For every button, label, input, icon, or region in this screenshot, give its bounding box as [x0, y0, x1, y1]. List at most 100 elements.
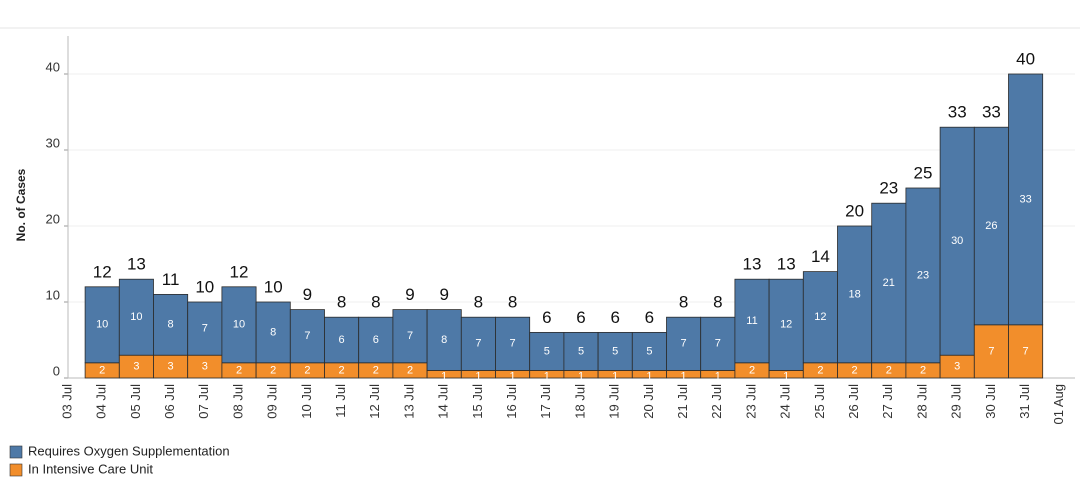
- bar-segment: [289, 309, 325, 364]
- segment-label: 2: [339, 364, 345, 376]
- segment-label: 7: [407, 330, 413, 342]
- segment-label: 3: [168, 361, 174, 373]
- bar-segment: [871, 202, 907, 364]
- x-tick-label: 03 Jul: [59, 384, 74, 419]
- segment-label: 7: [681, 338, 687, 350]
- segment-label: 5: [646, 345, 652, 357]
- segment-label: 10: [96, 319, 108, 331]
- segment-label: 2: [407, 364, 413, 376]
- segment-label: 12: [780, 319, 792, 331]
- segment-label: 10: [233, 319, 245, 331]
- segment-label: 2: [817, 364, 823, 376]
- segment-label: 33: [1019, 193, 1031, 205]
- bar-segment: [187, 301, 223, 356]
- segment-label: 6: [373, 334, 379, 346]
- segment-label: 26: [985, 220, 997, 232]
- segment-label: 8: [441, 334, 447, 346]
- bar-segment: [768, 278, 804, 371]
- x-tick-label: 17 Jul: [538, 384, 553, 419]
- total-label: 8: [371, 293, 380, 312]
- segment-label: 30: [951, 235, 963, 247]
- bar-segment: [84, 286, 120, 364]
- bar-segment: [1008, 73, 1044, 326]
- total-label: 8: [508, 293, 517, 312]
- total-label: 40: [1016, 49, 1035, 68]
- x-tick-label: 25 Jul: [812, 384, 827, 419]
- x-tick-label: 18 Jul: [572, 384, 587, 419]
- total-label: 20: [845, 201, 864, 220]
- x-tick-label: 16 Jul: [504, 384, 519, 419]
- total-label: 9: [405, 285, 414, 304]
- total-label: 13: [777, 255, 796, 274]
- segment-label: 1: [612, 370, 618, 382]
- segment-label: 2: [270, 364, 276, 376]
- total-label: 13: [743, 255, 762, 274]
- segment-label: 1: [681, 370, 687, 382]
- x-tick-label: 22 Jul: [709, 384, 724, 419]
- segment-label: 7: [304, 330, 310, 342]
- segment-label: 1: [441, 370, 447, 382]
- bar-segment: [495, 316, 531, 371]
- segment-label: 8: [270, 326, 276, 338]
- total-label: 9: [303, 285, 312, 304]
- total-label: 33: [982, 103, 1001, 122]
- segment-label: 1: [510, 370, 516, 382]
- segment-label: 2: [920, 364, 926, 376]
- total-label: 14: [811, 247, 830, 266]
- segment-label: 1: [715, 370, 721, 382]
- segment-label: 2: [373, 364, 379, 376]
- segment-label: 3: [202, 361, 208, 373]
- total-label: 9: [439, 285, 448, 304]
- total-label: 11: [162, 270, 180, 289]
- segment-label: 3: [954, 361, 960, 373]
- bar-segment: [666, 316, 702, 371]
- total-label: 8: [679, 293, 688, 312]
- bar-segment: [221, 286, 257, 364]
- bar-segment: [973, 126, 1009, 326]
- segment-label: 6: [339, 334, 345, 346]
- segment-label: 2: [886, 364, 892, 376]
- total-label: 8: [713, 293, 722, 312]
- segment-label: 2: [749, 364, 755, 376]
- x-tick-label: 24 Jul: [778, 384, 793, 419]
- x-tick-label: 23 Jul: [743, 384, 758, 419]
- total-label: 33: [948, 103, 967, 122]
- segment-label: 12: [814, 311, 826, 323]
- bar-segment: [153, 293, 189, 356]
- x-tick-label: 21 Jul: [675, 384, 690, 419]
- segment-label: 18: [848, 288, 860, 300]
- bar-segment: [734, 278, 770, 364]
- segment-label: 10: [130, 311, 142, 323]
- segment-label: 11: [746, 315, 757, 327]
- segment-label: 1: [544, 370, 550, 382]
- segment-label: 7: [510, 338, 516, 350]
- x-tick-label: 09 Jul: [265, 384, 280, 419]
- bar-segment: [597, 331, 633, 371]
- bar-segment: [460, 316, 496, 371]
- total-label: 10: [195, 277, 214, 296]
- segment-label: 5: [578, 345, 584, 357]
- legend-label: In Intensive Care Unit: [28, 461, 153, 476]
- total-label: 10: [264, 277, 283, 296]
- bar-segment: [324, 316, 360, 364]
- segment-label: 5: [544, 345, 550, 357]
- x-tick-label: 11 Jul: [333, 384, 348, 418]
- bar-segment: [358, 316, 394, 364]
- segment-label: 7: [475, 338, 481, 350]
- legend-label: Requires Oxygen Supplementation: [28, 443, 230, 458]
- x-tick-label: 05 Jul: [128, 384, 143, 419]
- total-label: 6: [610, 308, 619, 327]
- segment-label: 2: [852, 364, 858, 376]
- x-tick-label: 26 Jul: [846, 384, 861, 419]
- bar-segment: [939, 126, 975, 356]
- x-tick-label: 06 Jul: [162, 384, 177, 419]
- x-tick-label: 15 Jul: [470, 384, 485, 419]
- y-tick-label: 30: [46, 135, 60, 150]
- x-tick-label: 31 Jul: [1017, 384, 1032, 419]
- total-label: 13: [127, 255, 146, 274]
- x-tick-label: 27 Jul: [880, 384, 895, 419]
- segment-label: 2: [99, 364, 105, 376]
- bar-segment: [426, 309, 462, 371]
- x-tick-label: 19 Jul: [607, 384, 622, 419]
